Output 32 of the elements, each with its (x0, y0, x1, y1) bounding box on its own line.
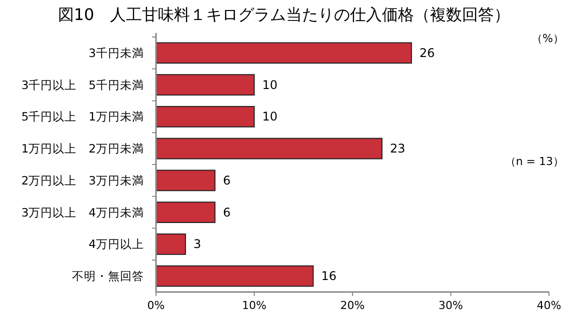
y-tick-label: 1万円以上 2万円未満 (21, 142, 144, 156)
x-tick-label: 20% (340, 299, 365, 312)
bar (156, 233, 186, 255)
data-label: 23 (390, 142, 406, 156)
bar (156, 138, 382, 160)
annotation: （n = 13） (504, 155, 564, 168)
bar (156, 106, 255, 128)
x-tick-label: 0% (147, 299, 165, 312)
bar (156, 42, 412, 64)
data-label: 26 (419, 46, 435, 60)
annotation: （%） (532, 32, 564, 45)
bar (156, 202, 216, 224)
x-tick-label: 40% (536, 299, 562, 312)
data-label: 16 (321, 269, 336, 284)
y-tick-label: 不明・無回答 (72, 269, 144, 284)
y-tick-label: 3千円未満 (88, 46, 144, 60)
data-label: 10 (262, 110, 278, 124)
y-tick-label: 2万円以上 3万円未満 (21, 173, 144, 188)
data-label: 10 (262, 78, 278, 92)
x-tick-label: 30% (438, 299, 463, 312)
data-label: 6 (222, 173, 231, 188)
y-tick-label: 3千円以上 5千円未満 (21, 78, 144, 92)
data-label: 6 (222, 205, 231, 220)
bar (156, 170, 216, 192)
bar (156, 74, 255, 96)
x-tick-label: 10% (242, 299, 266, 312)
bar (156, 265, 314, 287)
y-tick-label: 4万円以上 (88, 237, 144, 252)
y-tick-label: 3万円以上 4万円未満 (21, 205, 144, 220)
data-label: 3 (193, 237, 202, 252)
chart-title: 図10 人工甘味料１キログラム当たりの仕入価格（複数回答） (58, 5, 510, 24)
y-tick-label: 5千円以上 1万円未満 (21, 110, 144, 124)
